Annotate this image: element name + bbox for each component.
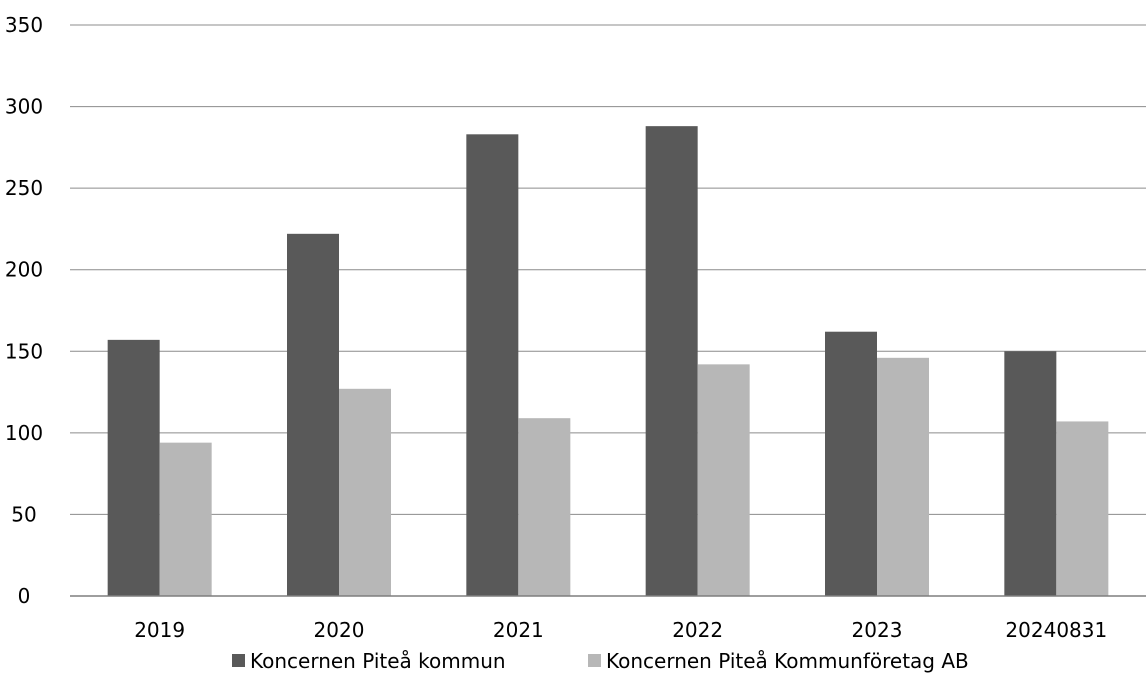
bar-koncernen-pitea-kommunforetag-ab-20240831 bbox=[1056, 421, 1109, 596]
bar-koncernen-pitea-kommun-2020 bbox=[287, 233, 339, 596]
y-tick-label: 0 bbox=[18, 584, 31, 608]
bar-koncernen-pitea-kommun-2023 bbox=[825, 331, 877, 596]
y-tick-label: 350 bbox=[5, 13, 43, 37]
x-tick-label: 2019 bbox=[134, 618, 185, 642]
legend-swatch bbox=[588, 654, 601, 667]
bar-koncernen-pitea-kommunforetag-ab-2023 bbox=[877, 357, 929, 596]
gridlines bbox=[70, 24, 1146, 515]
x-axis-tick-labels: 2019 2020 2021 2022 2023 20240831 bbox=[134, 618, 1107, 642]
bar-koncernen-pitea-kommun-2019 bbox=[107, 339, 160, 596]
x-tick-label: 2020 bbox=[314, 618, 365, 642]
y-tick-label: 150 bbox=[5, 339, 43, 363]
legend-swatch bbox=[232, 654, 245, 667]
y-tick-label: 300 bbox=[5, 95, 43, 119]
y-tick-label: 200 bbox=[5, 258, 43, 282]
legend-item: Koncernen Piteå kommun bbox=[232, 649, 506, 673]
y-tick-label: 100 bbox=[5, 421, 43, 445]
y-tick-label: 250 bbox=[5, 176, 43, 200]
bars bbox=[107, 126, 1109, 597]
bar-koncernen-pitea-kommunforetag-ab-2021 bbox=[518, 418, 571, 596]
legend-label: Koncernen Piteå Kommunföretag AB bbox=[606, 649, 969, 673]
x-tick-label: 2021 bbox=[493, 618, 544, 642]
x-tick-label: 2022 bbox=[672, 618, 723, 642]
bar-koncernen-pitea-kommun-2021 bbox=[466, 134, 519, 596]
x-tick-label: 20240831 bbox=[1005, 618, 1107, 642]
bar-koncernen-pitea-kommunforetag-ab-2022 bbox=[697, 364, 750, 596]
y-axis-tick-labels: 0 50 100 150 200 250 300 350 bbox=[5, 13, 43, 608]
x-tick-label: 2023 bbox=[852, 618, 903, 642]
bar-koncernen-pitea-kommunforetag-ab-2020 bbox=[339, 388, 391, 596]
y-tick-label: 50 bbox=[11, 502, 36, 526]
legend: Koncernen Piteå kommun Koncernen Piteå Ko… bbox=[232, 649, 969, 673]
bar-koncernen-pitea-kommun-2022 bbox=[645, 126, 698, 597]
bar-koncernen-pitea-kommun-20240831 bbox=[1004, 351, 1057, 596]
bar-koncernen-pitea-kommunforetag-ab-2019 bbox=[159, 442, 212, 596]
legend-item: Koncernen Piteå Kommunföretag AB bbox=[588, 649, 969, 673]
legend-label: Koncernen Piteå kommun bbox=[250, 649, 506, 673]
